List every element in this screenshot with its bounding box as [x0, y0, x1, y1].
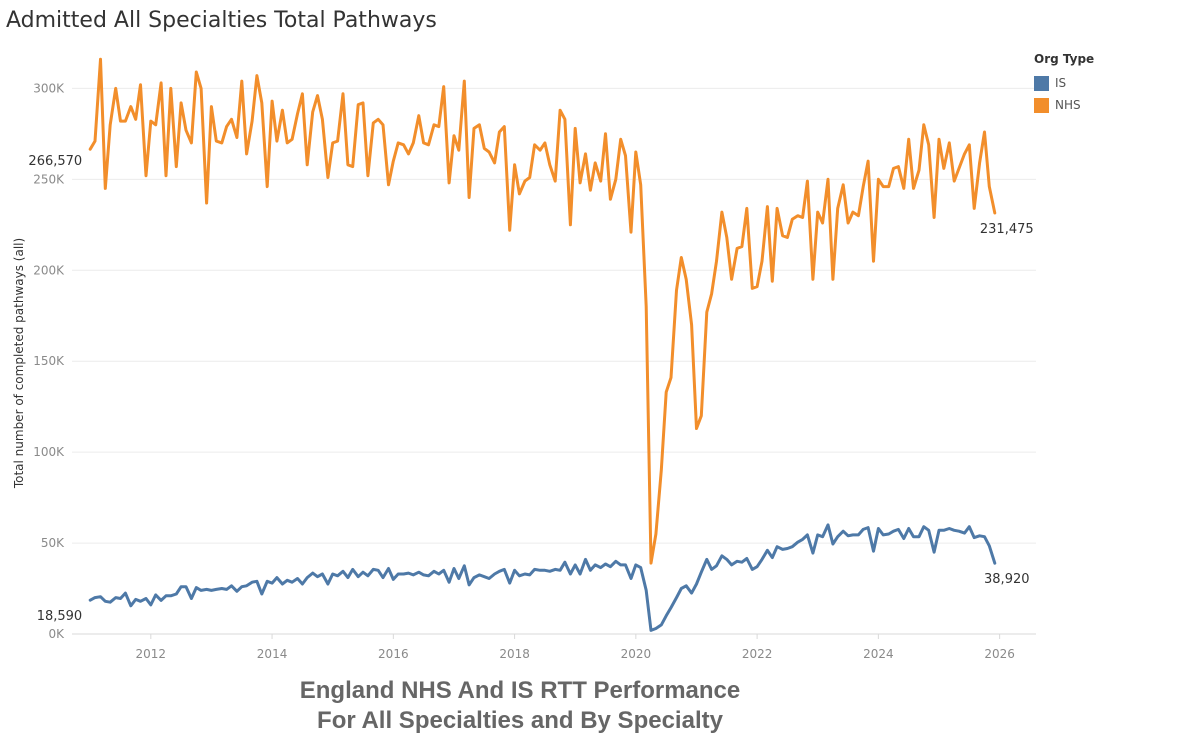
start-label-is: 18,590 [37, 609, 83, 624]
x-tick-label: 2020 [621, 647, 652, 661]
y-tick-label: 150K [33, 354, 65, 368]
y-tick-label: 100K [33, 445, 65, 459]
chart-title: Admitted All Specialties Total Pathways [6, 8, 437, 33]
x-tick-label: 2012 [136, 647, 167, 661]
y-tick-label: 50K [41, 536, 65, 550]
series-line-is[interactable] [88, 523, 997, 632]
footer-line-2: For All Specialties and By Specialty [317, 707, 723, 734]
grid-lines [72, 87, 1036, 544]
legend-label-is: IS [1055, 76, 1067, 90]
y-tick-label: 300K [33, 81, 65, 95]
x-tick-label: 2016 [378, 647, 409, 661]
footer-caption: England NHS And IS RTT Performance For A… [160, 676, 880, 736]
legend: Org Type IS NHS [1034, 52, 1094, 116]
x-tick-label: 2014 [257, 647, 288, 661]
x-tick-label: 2024 [863, 647, 894, 661]
y-tick-label: 200K [33, 263, 65, 277]
footer-line-1: England NHS And IS RTT Performance [299, 677, 741, 704]
start-label-nhs: 266,570 [28, 154, 82, 169]
legend-item-is[interactable]: IS [1034, 72, 1094, 94]
series-line-nhs[interactable] [88, 57, 997, 565]
x-tick-label: 2022 [742, 647, 773, 661]
y-axis-title: Total number of completed pathways (all) [12, 238, 26, 489]
legend-title: Org Type [1034, 52, 1095, 66]
y-tick-label: 0K [48, 627, 65, 641]
x-tick-label: 2026 [984, 647, 1015, 661]
y-tick-label: 250K [33, 172, 65, 186]
end-label-nhs: 231,475 [980, 222, 1034, 237]
legend-item-nhs[interactable]: NHS [1034, 94, 1094, 116]
legend-label-nhs: NHS [1055, 98, 1081, 112]
end-labels: 266,570 231,475 18,590 38,920 [28, 154, 1033, 624]
legend-swatch-nhs [1034, 97, 1049, 113]
axes: 0K 50K 100K 150K 200K 250K 300K 2012 2014 2016 201… [12, 81, 1036, 661]
x-tick-label: 2018 [499, 647, 530, 661]
series-layer [88, 57, 997, 632]
legend-swatch-is [1034, 75, 1049, 91]
end-label-is: 38,920 [984, 572, 1030, 587]
